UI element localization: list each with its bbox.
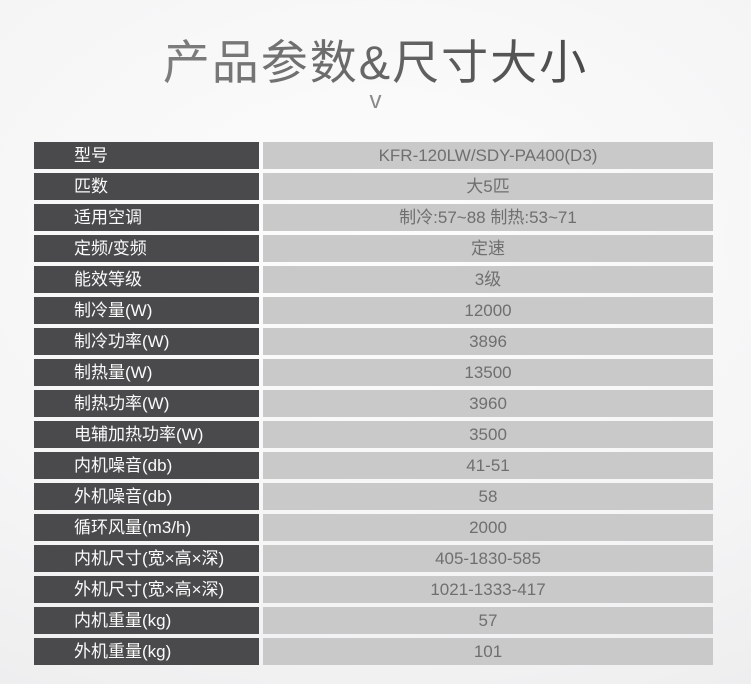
spec-value: 57 (263, 607, 713, 634)
spec-label: 循环风量(m3/h) (34, 514, 259, 541)
table-row: 内机尺寸(宽×高×深) 405-1830-585 (34, 545, 713, 572)
spec-value: 3级 (263, 266, 713, 293)
spec-label: 内机噪音(db) (34, 452, 259, 479)
spec-value: 101 (263, 638, 713, 665)
table-row: 制热量(W) 13500 (34, 359, 713, 386)
spec-value: 制冷:57~88 制热:53~71 (263, 204, 713, 231)
page-title: 产品参数&尺寸大小 (0, 34, 751, 92)
table-row: 适用空调 制冷:57~88 制热:53~71 (34, 204, 713, 231)
table-row: 能效等级 3级 (34, 266, 713, 293)
spec-label: 外机重量(kg) (34, 638, 259, 665)
spec-value: 3960 (263, 390, 713, 417)
table-row: 内机噪音(db) 41-51 (34, 452, 713, 479)
spec-label: 匹数 (34, 173, 259, 200)
table-row: 外机噪音(db) 58 (34, 483, 713, 510)
table-row: 内机重量(kg) 57 (34, 607, 713, 634)
spec-value: 大5匹 (263, 173, 713, 200)
spec-value: 12000 (263, 297, 713, 324)
table-row: 外机重量(kg) 101 (34, 638, 713, 665)
table-row: 匹数 大5匹 (34, 173, 713, 200)
spec-label: 能效等级 (34, 266, 259, 293)
spec-label: 制热量(W) (34, 359, 259, 386)
spec-value: 1021-1333-417 (263, 576, 713, 603)
spec-value: 405-1830-585 (263, 545, 713, 572)
spec-value: 58 (263, 483, 713, 510)
table-row: 外机尺寸(宽×高×深) 1021-1333-417 (34, 576, 713, 603)
spec-value: 13500 (263, 359, 713, 386)
table-row: 型号 KFR-120LW/SDY-PA400(D3) (34, 142, 713, 169)
spec-value: 3896 (263, 328, 713, 355)
spec-label: 内机重量(kg) (34, 607, 259, 634)
spec-label: 适用空调 (34, 204, 259, 231)
table-row: 制冷功率(W) 3896 (34, 328, 713, 355)
spec-value: KFR-120LW/SDY-PA400(D3) (263, 142, 713, 169)
table-row: 制冷量(W) 12000 (34, 297, 713, 324)
spec-label: 电辅加热功率(W) (34, 421, 259, 448)
spec-label: 外机尺寸(宽×高×深) (34, 576, 259, 603)
table-row: 循环风量(m3/h) 2000 (34, 514, 713, 541)
spec-label: 制冷功率(W) (34, 328, 259, 355)
table-row: 制热功率(W) 3960 (34, 390, 713, 417)
chevron-down-icon: v (369, 87, 382, 114)
header: 产品参数&尺寸大小 v (0, 34, 751, 114)
spec-value: 3500 (263, 421, 713, 448)
spec-label: 定频/变频 (34, 235, 259, 262)
spec-value: 2000 (263, 514, 713, 541)
table-row: 定频/变频 定速 (34, 235, 713, 262)
spec-label: 外机噪音(db) (34, 483, 259, 510)
spec-value: 41-51 (263, 452, 713, 479)
spec-table: 型号 KFR-120LW/SDY-PA400(D3) 匹数 大5匹 适用空调 制… (34, 142, 713, 669)
spec-label: 制冷量(W) (34, 297, 259, 324)
spec-label: 制热功率(W) (34, 390, 259, 417)
spec-label: 内机尺寸(宽×高×深) (34, 545, 259, 572)
spec-value: 定速 (263, 235, 713, 262)
table-row: 电辅加热功率(W) 3500 (34, 421, 713, 448)
spec-label: 型号 (34, 142, 259, 169)
